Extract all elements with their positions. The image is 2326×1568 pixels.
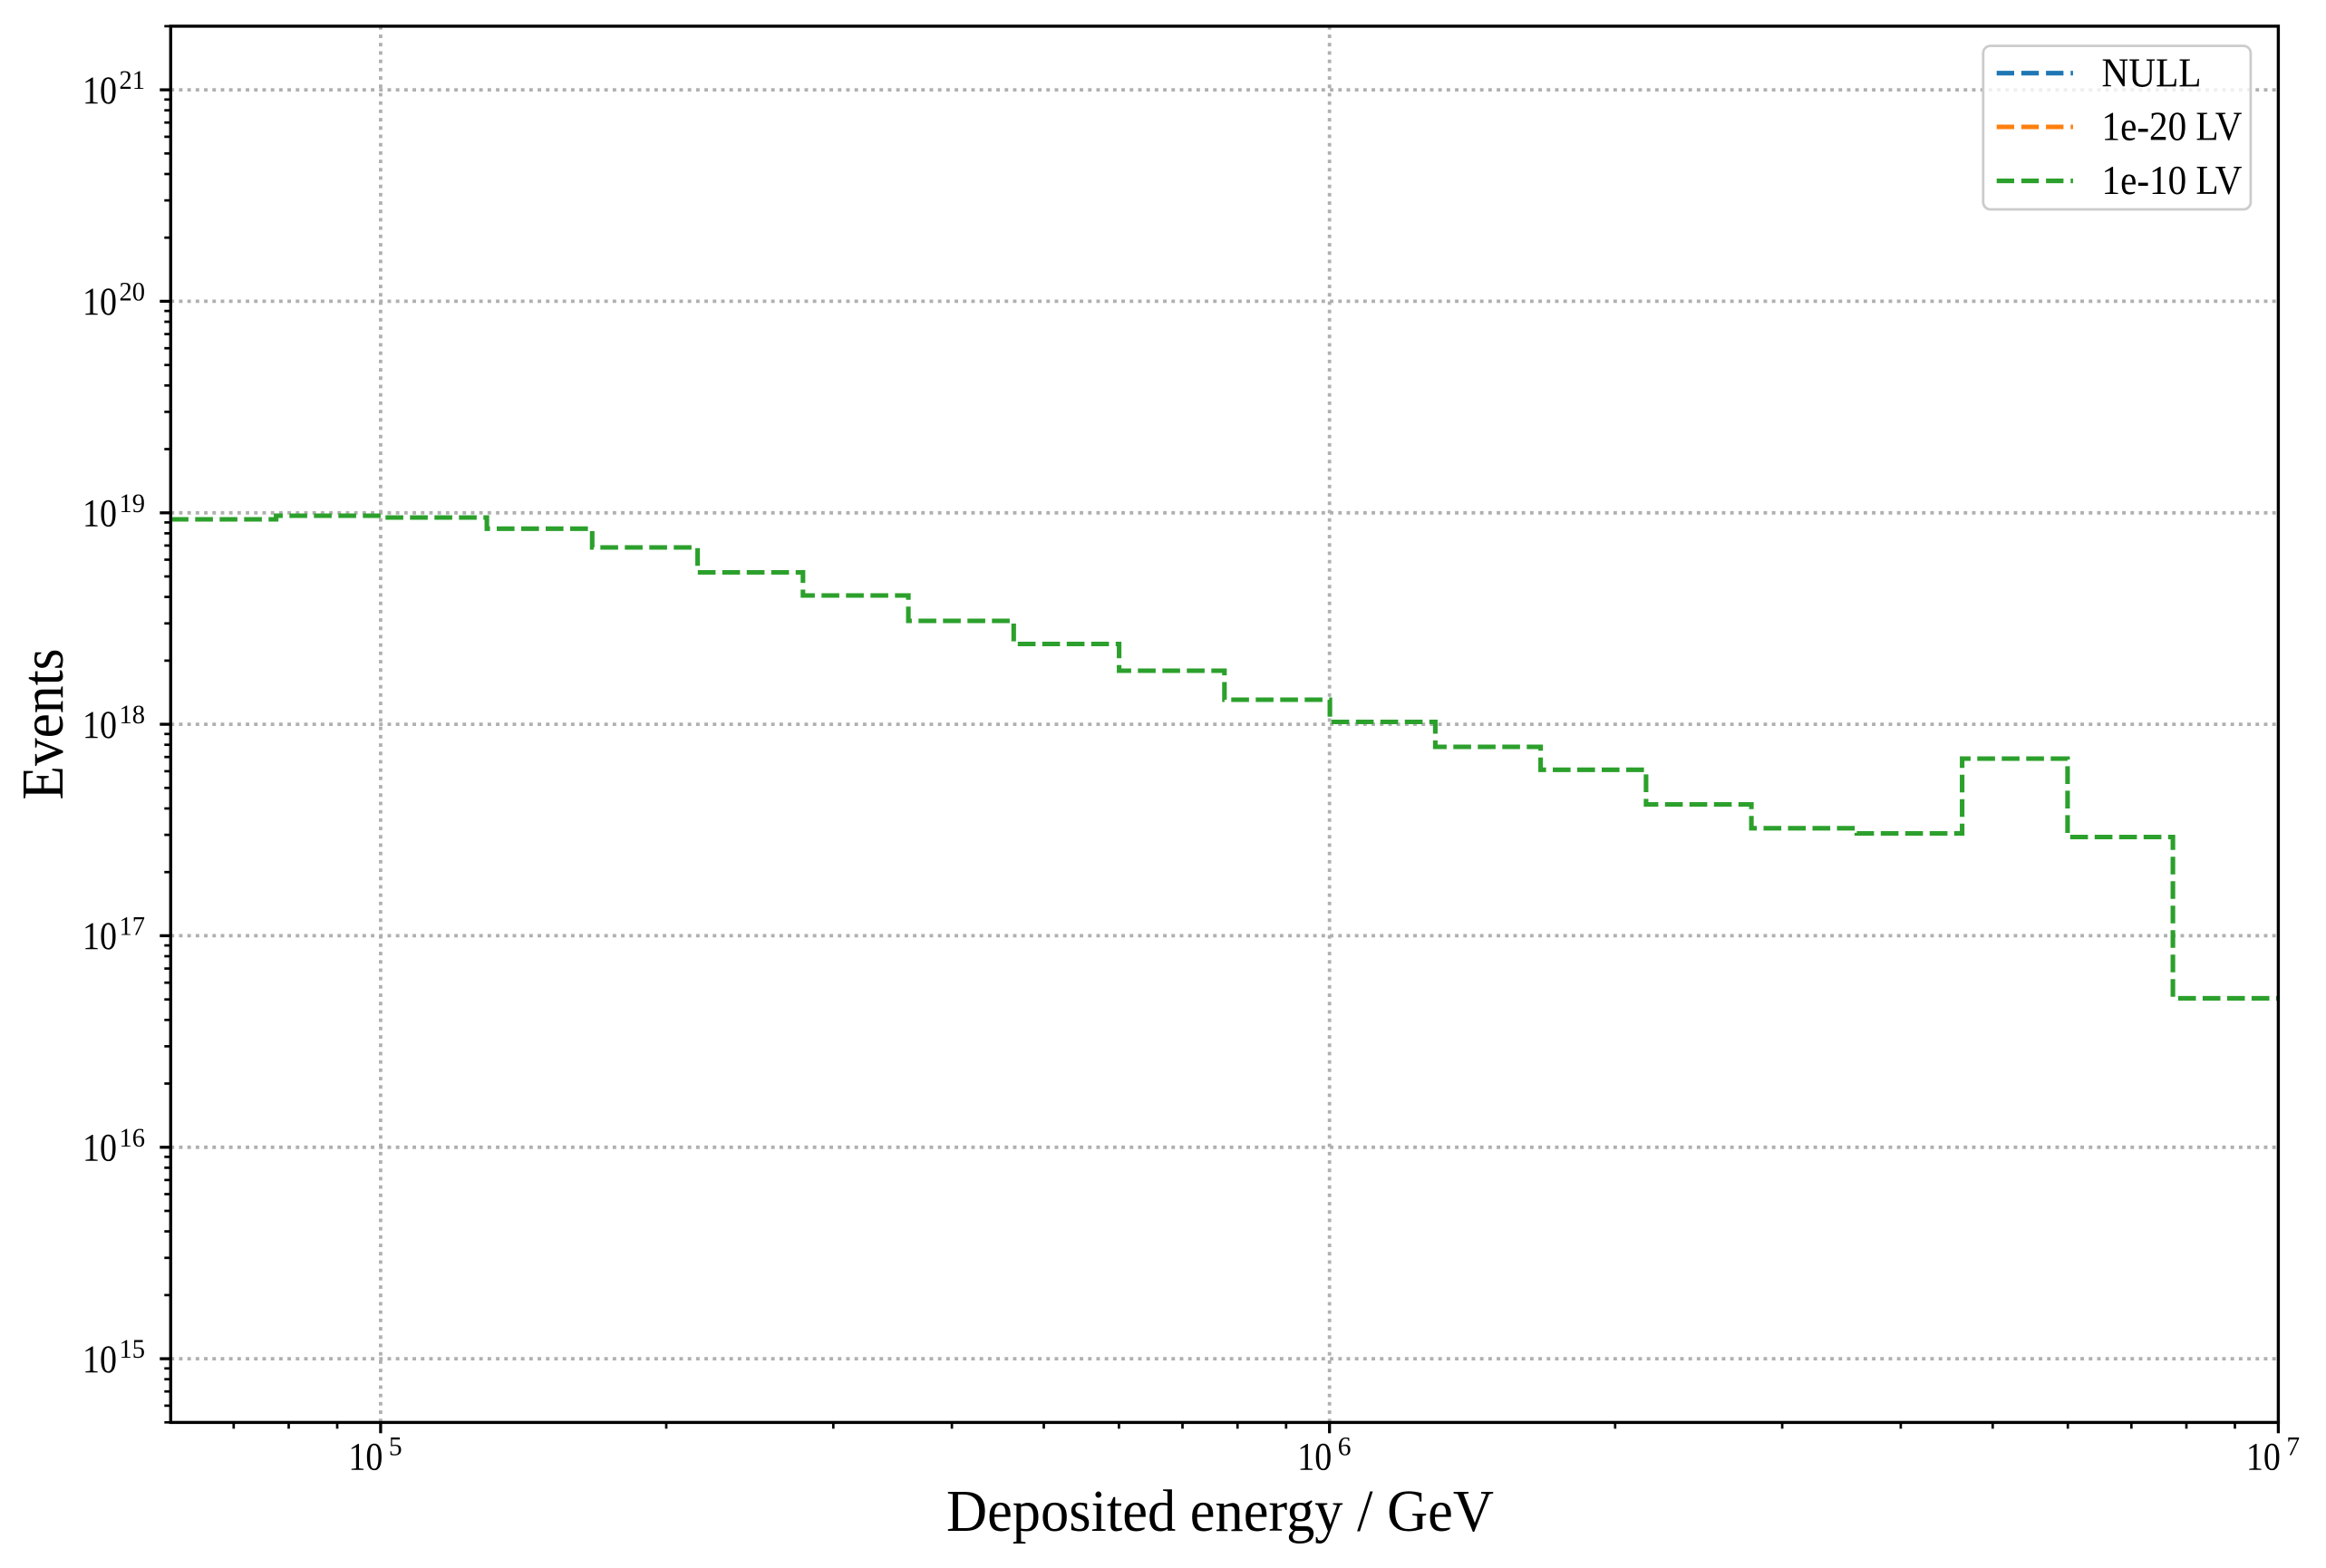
- svg-text:19: 19: [120, 489, 146, 518]
- svg-text:Events: Events: [10, 649, 76, 800]
- svg-text:10: 10: [82, 280, 117, 324]
- svg-text:20: 20: [120, 277, 146, 306]
- svg-text:10: 10: [82, 492, 117, 536]
- svg-text:21: 21: [120, 66, 146, 95]
- svg-text:5: 5: [389, 1433, 402, 1462]
- svg-text:1e-10 LV: 1e-10 LV: [2102, 158, 2243, 203]
- svg-text:Deposited energy / GeV: Deposited energy / GeV: [946, 1478, 1494, 1544]
- svg-text:10: 10: [1297, 1436, 1332, 1479]
- svg-text:10: 10: [82, 69, 117, 112]
- svg-text:10: 10: [348, 1436, 383, 1479]
- svg-text:1e-20 LV: 1e-20 LV: [2102, 104, 2243, 150]
- svg-text:10: 10: [2246, 1436, 2281, 1479]
- svg-text:10: 10: [82, 915, 117, 958]
- svg-text:15: 15: [120, 1335, 146, 1364]
- svg-text:NULL: NULL: [2102, 50, 2202, 95]
- svg-text:7: 7: [2286, 1433, 2300, 1462]
- svg-text:17: 17: [120, 912, 146, 941]
- svg-text:6: 6: [1338, 1433, 1352, 1462]
- svg-text:10: 10: [82, 1127, 117, 1170]
- svg-text:16: 16: [120, 1124, 146, 1153]
- svg-text:10: 10: [82, 703, 117, 747]
- svg-text:10: 10: [82, 1338, 117, 1381]
- svg-text:18: 18: [120, 701, 146, 730]
